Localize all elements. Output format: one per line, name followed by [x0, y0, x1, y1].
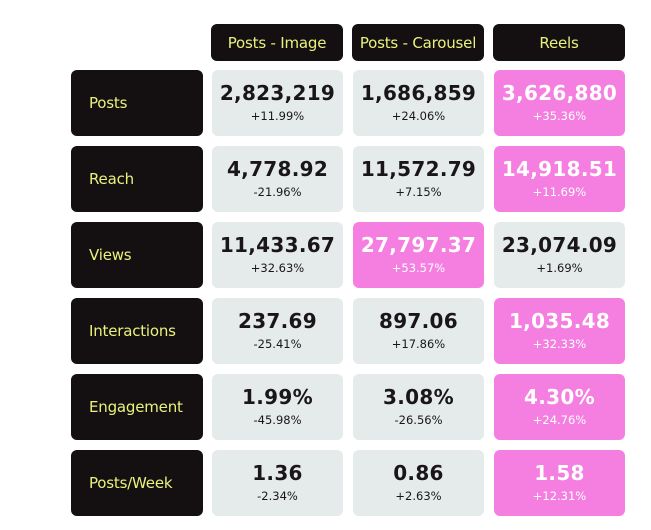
table-cell: 11,572.79 +7.15%	[353, 146, 484, 212]
cell-change: +11.69%	[532, 184, 587, 199]
cell-change: +24.06%	[391, 108, 446, 123]
table-cell: 14,918.51 +11.69%	[494, 146, 625, 212]
cell-change: +32.33%	[532, 336, 587, 351]
cell-change: +2.63%	[395, 488, 442, 503]
table-cell: 237.69 -25.41%	[212, 298, 343, 364]
row-label-posts: Posts	[71, 70, 203, 136]
table-cell: 0.86 +2.63%	[353, 450, 484, 516]
cell-change: -26.56%	[394, 412, 443, 427]
cell-change: -25.41%	[253, 336, 302, 351]
column-header-posts-carousel: Posts - Carousel	[352, 24, 484, 61]
cell-value: 4.30%	[524, 384, 595, 409]
cell-value: 3,626,880	[501, 80, 618, 105]
cell-change: -45.98%	[253, 412, 302, 427]
cell-change: +12.31%	[532, 488, 587, 503]
row-label-interactions: Interactions	[71, 298, 203, 364]
cell-change: +11.99%	[250, 108, 305, 123]
cell-value: 11,433.67	[219, 232, 336, 257]
cell-value: 237.69	[238, 308, 317, 333]
cell-value: 3.08%	[383, 384, 454, 409]
row-label-engagement: Engagement	[71, 374, 203, 440]
table-cell: 1.36 -2.34%	[212, 450, 343, 516]
column-header-posts-image: Posts - Image	[211, 24, 343, 61]
cell-change: +32.63%	[250, 260, 305, 275]
cell-value: 2,823,219	[219, 80, 336, 105]
table-cell: 23,074.09 +1.69%	[494, 222, 625, 288]
table-cell: 3,626,880 +35.36%	[494, 70, 625, 136]
cell-value: 14,918.51	[501, 156, 618, 181]
table-cell: 2,823,219 +11.99%	[212, 70, 343, 136]
table-cell: 4,778.92 -21.96%	[212, 146, 343, 212]
table-cell: 11,433.67 +32.63%	[212, 222, 343, 288]
table-cell: 1.99% -45.98%	[212, 374, 343, 440]
cell-value: 1.99%	[242, 384, 313, 409]
cell-change: +53.57%	[391, 260, 446, 275]
table-cell: 1,035.48 +32.33%	[494, 298, 625, 364]
table-cell: 27,797.37 +53.57%	[353, 222, 484, 288]
table-cell: 1.58 +12.31%	[494, 450, 625, 516]
cell-change: +7.15%	[395, 184, 442, 199]
table-cell: 1,686,859 +24.06%	[353, 70, 484, 136]
column-header-reels: Reels	[493, 24, 625, 61]
row-label-posts-week: Posts/Week	[71, 450, 203, 516]
row-label-reach: Reach	[71, 146, 203, 212]
cell-value: 1,686,859	[360, 80, 477, 105]
cell-value: 1.36	[252, 460, 303, 485]
cell-change: -2.34%	[257, 488, 298, 503]
cell-value: 1,035.48	[508, 308, 611, 333]
cell-value: 27,797.37	[360, 232, 477, 257]
cell-value: 4,778.92	[226, 156, 329, 181]
row-label-views: Views	[71, 222, 203, 288]
cell-value: 11,572.79	[360, 156, 477, 181]
cell-change: +24.76%	[532, 412, 587, 427]
table-cell: 897.06 +17.86%	[353, 298, 484, 364]
table-cell: 3.08% -26.56%	[353, 374, 484, 440]
cell-change: +35.36%	[532, 108, 587, 123]
cell-value: 1.58	[534, 460, 585, 485]
cell-value: 897.06	[379, 308, 458, 333]
cell-change: +17.86%	[391, 336, 446, 351]
table-cell: 4.30% +24.76%	[494, 374, 625, 440]
cell-value: 23,074.09	[501, 232, 618, 257]
cell-change: +1.69%	[536, 260, 583, 275]
cell-change: -21.96%	[253, 184, 302, 199]
cell-value: 0.86	[393, 460, 444, 485]
